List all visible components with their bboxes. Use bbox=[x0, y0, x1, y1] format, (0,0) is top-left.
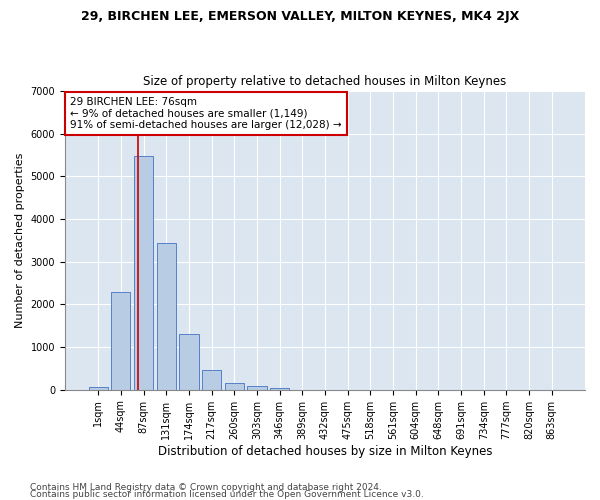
Bar bbox=[202, 370, 221, 390]
Bar bbox=[224, 383, 244, 390]
Bar bbox=[134, 156, 153, 390]
Title: Size of property relative to detached houses in Milton Keynes: Size of property relative to detached ho… bbox=[143, 76, 506, 88]
Bar bbox=[179, 334, 199, 390]
X-axis label: Distribution of detached houses by size in Milton Keynes: Distribution of detached houses by size … bbox=[158, 444, 492, 458]
Bar bbox=[157, 242, 176, 390]
Bar bbox=[111, 292, 130, 390]
Bar bbox=[89, 386, 108, 390]
Text: 29 BIRCHEN LEE: 76sqm
← 9% of detached houses are smaller (1,149)
91% of semi-de: 29 BIRCHEN LEE: 76sqm ← 9% of detached h… bbox=[70, 97, 342, 130]
Text: 29, BIRCHEN LEE, EMERSON VALLEY, MILTON KEYNES, MK4 2JX: 29, BIRCHEN LEE, EMERSON VALLEY, MILTON … bbox=[81, 10, 519, 23]
Bar bbox=[247, 386, 266, 390]
Text: Contains HM Land Registry data © Crown copyright and database right 2024.: Contains HM Land Registry data © Crown c… bbox=[30, 484, 382, 492]
Text: Contains public sector information licensed under the Open Government Licence v3: Contains public sector information licen… bbox=[30, 490, 424, 499]
Y-axis label: Number of detached properties: Number of detached properties bbox=[15, 152, 25, 328]
Bar bbox=[270, 388, 289, 390]
